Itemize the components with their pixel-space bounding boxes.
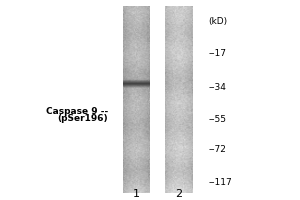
Text: --72: --72 (208, 145, 226, 154)
Text: 2: 2 (175, 189, 182, 199)
Text: (kD): (kD) (208, 17, 228, 26)
Text: --17: --17 (208, 49, 226, 58)
Text: --117: --117 (208, 178, 232, 187)
Text: 1: 1 (133, 189, 140, 199)
Text: Caspase 9 --: Caspase 9 -- (46, 107, 108, 116)
Text: (pSer196): (pSer196) (57, 114, 108, 123)
Text: --34: --34 (208, 83, 226, 92)
Text: --55: --55 (208, 115, 226, 124)
